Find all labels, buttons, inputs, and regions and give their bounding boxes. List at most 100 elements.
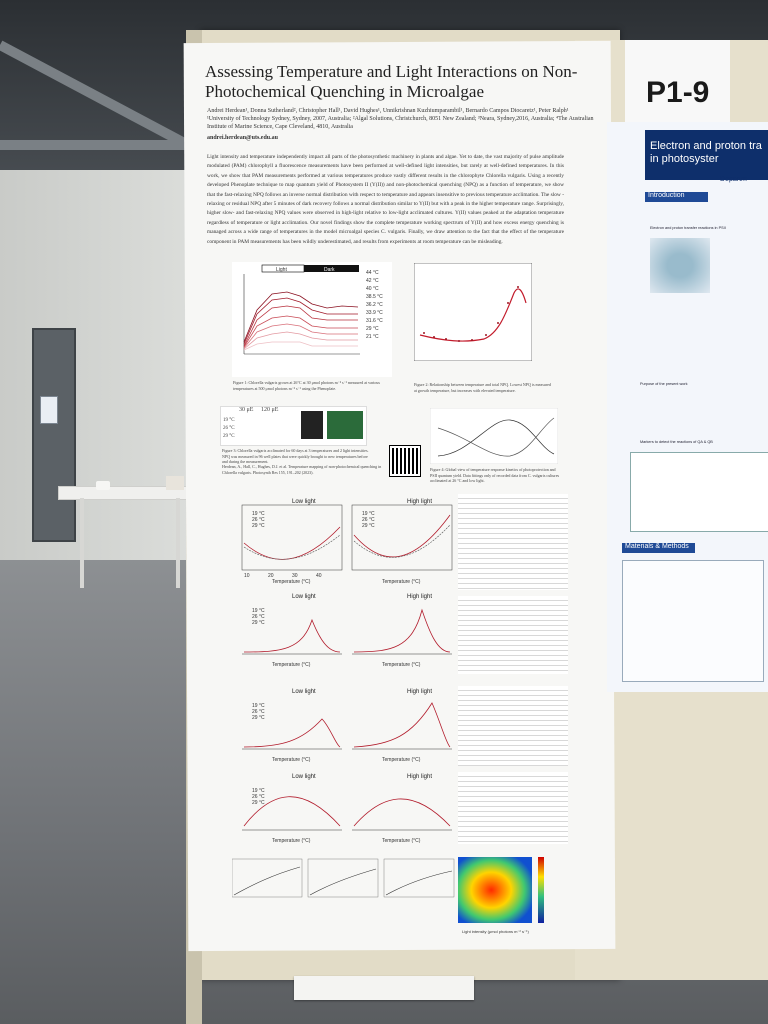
svg-text:19 °C: 19 °C <box>252 608 265 614</box>
section-materials-methods: Materials & Methods <box>622 543 695 553</box>
svg-text:Temperature (°C): Temperature (°C) <box>272 838 311 844</box>
svg-text:Temperature (°C): Temperature (°C) <box>382 662 421 668</box>
figure-4 <box>430 408 558 464</box>
fig3-row: 19 °C <box>223 418 235 423</box>
svg-text:Low light: Low light <box>292 689 316 695</box>
qr-code <box>389 445 421 477</box>
svg-text:29 °C: 29 °C <box>252 800 265 806</box>
svg-text:40 °C: 40 °C <box>366 286 379 292</box>
paper-on-floor <box>294 976 474 1000</box>
cup <box>96 481 110 490</box>
svg-text:44 °C: 44 °C <box>366 270 379 276</box>
bottom-figures: Light intensity (μmol photons m⁻² s⁻¹) <box>232 857 544 934</box>
svg-text:High light: High light <box>407 594 432 600</box>
svg-text:Low light: Low light <box>292 774 316 780</box>
heatmap-xlabel: Light intensity (μmol photons m⁻² s⁻¹) <box>462 929 529 934</box>
fig1-legend: 44 °C 42 °C 40 °C 38.5 °C 36.2 °C 33.9 °… <box>366 270 383 340</box>
panel-row-yii: Low light High light 19 °C 26 °C 29 °C T… <box>242 774 452 844</box>
results-text <box>458 772 568 844</box>
svg-text:42 °C: 42 °C <box>366 278 379 284</box>
svg-text:29 °C: 29 °C <box>362 523 375 529</box>
poster-email: andrei.herdean@uts.edu.au <box>207 135 278 141</box>
neighbor-poster-title: Electron and proton tra in photosyster <box>650 140 762 165</box>
panel-title: High light <box>407 499 432 505</box>
poster-authors: Andrei Herdean¹, Donna Sutherland², Chri… <box>207 107 602 131</box>
svg-text:19 °C: 19 °C <box>252 788 265 794</box>
affiliations: ¹University of Technology Sydney, Sydney… <box>207 116 594 130</box>
figure-1: Light Dark 44 °C 42 °C 40 °C 38.5 °C 36.… <box>232 262 392 377</box>
table-leg <box>80 498 84 588</box>
svg-text:19 °C: 19 °C <box>362 511 375 517</box>
svg-text:40: 40 <box>316 573 322 579</box>
door-sign <box>40 396 58 424</box>
dark-label: Dark <box>324 267 335 273</box>
svg-text:29 °C: 29 °C <box>252 523 265 529</box>
poster-abstract: Light intensity and temperature independ… <box>207 154 564 245</box>
svg-text:Low light: Low light <box>292 594 316 600</box>
svg-text:26 °C: 26 °C <box>252 794 265 800</box>
results-text <box>458 686 568 766</box>
neighbor-text: Purpose of the present work <box>640 382 688 386</box>
fig3-row: 29 °C <box>223 434 235 439</box>
svg-text:29 °C: 29 °C <box>252 620 265 626</box>
door <box>32 328 76 542</box>
figure-1-caption: Figure 1: Chlorella vulgaris grown at 26… <box>233 380 380 391</box>
neighbor-poster-subtitle: Departm <box>720 176 747 183</box>
neighbor-poster-header <box>645 130 768 180</box>
svg-text:10: 10 <box>244 573 250 579</box>
svg-text:Temperature (°C): Temperature (°C) <box>382 579 421 585</box>
result-panels: Low light High light 19 °C 26 °C 29 °C 1… <box>241 499 453 844</box>
fig3-label-high: 120 μE <box>261 407 279 413</box>
svg-text:19 °C: 19 °C <box>252 703 265 709</box>
instrument-image <box>301 411 323 439</box>
protein-structure-image <box>650 238 710 293</box>
box <box>166 476 184 490</box>
heatmap-colorbar <box>538 857 544 923</box>
panel-row-qi: Low light High light 19 °C 26 °C 29 °C T… <box>242 689 452 763</box>
svg-text:30: 30 <box>292 573 298 579</box>
reference: Herdean, A., Hall, C., Hughes, D.J. et a… <box>222 464 382 475</box>
fig3-row: 26 °C <box>223 426 235 431</box>
svg-text:29 °C: 29 °C <box>366 326 379 332</box>
well-plate-image <box>327 411 363 439</box>
figure-2 <box>414 263 532 361</box>
svg-text:26 °C: 26 °C <box>252 517 265 523</box>
neighbor-text: Electron and proton transfer reactions i… <box>650 226 726 230</box>
svg-text:38.5 °C: 38.5 °C <box>366 294 383 300</box>
svg-text:19 °C: 19 °C <box>252 511 265 517</box>
figure-2-caption: Figure 2: Relationship between temperatu… <box>414 382 551 393</box>
svg-text:29 °C: 29 °C <box>252 715 265 721</box>
svg-text:33.9 °C: 33.9 °C <box>366 310 383 316</box>
panel-row-qe: Low light High light 19 °C 26 °C 29 °C T… <box>242 594 452 668</box>
figure-3: 30 μE 120 μE 19 °C 26 °C 29 °C <box>220 406 367 446</box>
svg-text:Temperature (°C): Temperature (°C) <box>272 757 311 763</box>
fig3-label-low: 30 μE <box>239 407 254 413</box>
svg-text:21 °C: 21 °C <box>366 334 379 340</box>
light-label: Light <box>276 267 287 273</box>
section-introduction: Introduction <box>645 192 708 202</box>
poster-number: P1-9 <box>646 76 710 109</box>
table-leg <box>176 498 180 588</box>
svg-text:26 °C: 26 °C <box>252 614 265 620</box>
left-wall <box>0 170 200 590</box>
svg-text:Temperature (°C): Temperature (°C) <box>382 838 421 844</box>
svg-text:High light: High light <box>407 689 432 695</box>
neighbor-plot <box>630 452 768 532</box>
svg-text:26 °C: 26 °C <box>252 709 265 715</box>
svg-text:31.6 °C: 31.6 °C <box>366 318 383 324</box>
neighbor-methods-box <box>622 560 764 682</box>
svg-text:High light: High light <box>407 774 432 780</box>
svg-text:20: 20 <box>268 573 274 579</box>
results-text <box>458 596 568 674</box>
ceiling-beam <box>0 140 190 150</box>
panel-title: Low light <box>292 499 316 505</box>
svg-text:Temperature (°C): Temperature (°C) <box>272 662 311 668</box>
results-text <box>458 494 568 590</box>
poster-title: Assessing Temperature and Light Interact… <box>205 62 578 101</box>
neighbor-text: Markers to detect the reactions of QA & … <box>640 440 713 444</box>
svg-text:Temperature (°C): Temperature (°C) <box>382 757 421 763</box>
heatmap <box>458 857 532 923</box>
svg-text:Temperature (°C): Temperature (°C) <box>272 579 311 585</box>
figure-3-caption: Figure 3: Chlorella vulgaris acclimated … <box>222 448 369 464</box>
fig2-points <box>423 286 519 342</box>
